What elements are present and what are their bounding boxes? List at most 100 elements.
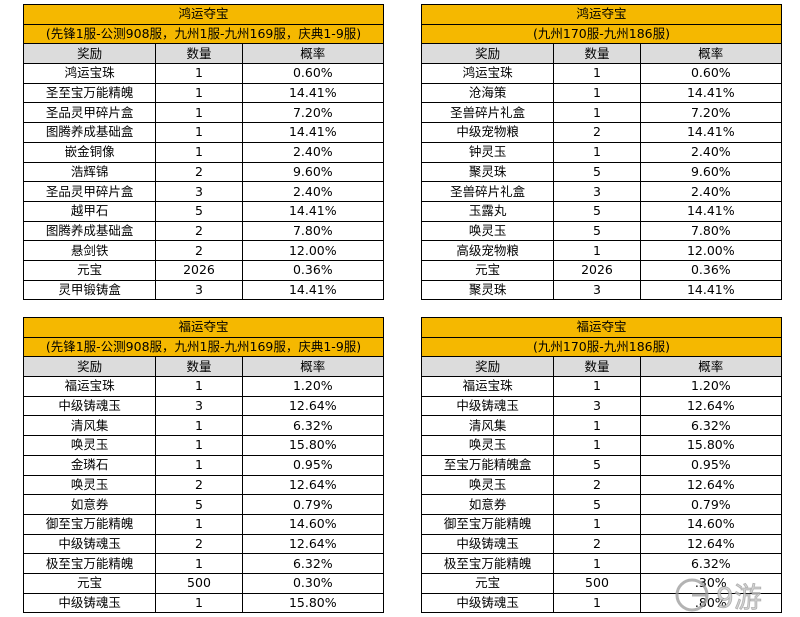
quantity-cell: 1 [553,415,641,437]
quantity-cell: 1 [155,592,243,614]
table-row: 至宝万能精魄盒 5 0.95% [420,454,783,476]
probability-cell: 0.95% [241,454,385,476]
table-row: 圣兽碎片礼盒 3 2.40% [420,181,783,202]
column-header-probability: 概率 [241,43,385,65]
quantity-cell: 1 [553,513,641,535]
reward-cell: 福运宝珠 [420,376,555,397]
reward-cell: 高级宠物粮 [420,240,555,261]
table-row: 玉露丸 5 14.41% [420,200,783,222]
table-row: 鸿运宝珠 1 0.60% [22,63,385,84]
table-row: 中级宠物粮 2 14.41% [420,122,783,143]
reward-cell: 至宝万能精魄盒 [420,454,555,476]
quantity-cell: 2 [553,474,641,496]
reward-cell: 御至宝万能精魄 [420,513,555,535]
table-row: 唤灵玉 5 7.80% [420,220,783,242]
reward-cell: 如意券 [22,494,157,515]
table-row: 钟灵玉 1 2.40% [420,141,783,163]
table-row: 灵甲锻铸盒 3 14.41% [22,279,385,301]
table-row: 中级铸魂玉 3 12.64% [22,395,385,417]
table-row: 越甲石 5 14.41% [22,200,385,222]
reward-cell: 圣品灵甲碎片盒 [22,181,157,202]
probability-cell: 14.41% [241,279,385,301]
quantity-cell: 3 [553,279,641,301]
table-row: 浩辉锦 2 9.60% [22,161,385,183]
probability-cell: 0.60% [241,63,385,84]
probability-cell: 0.36% [241,259,385,281]
probability-cell: 0.79% [639,494,783,515]
table-row: 唤灵玉 1 15.80% [420,435,783,456]
reward-cell: 玉露丸 [420,200,555,222]
column-header-reward: 奖励 [22,43,157,65]
probability-cell: 12.64% [241,474,385,496]
probability-cell: 12.00% [241,240,385,261]
reward-cell: 清风集 [22,415,157,437]
table-row: 高级宠物粮 1 12.00% [420,240,783,261]
probability-cell: 2.40% [241,141,385,163]
quantity-cell: 1 [553,435,641,456]
table-row: 唤灵玉 2 12.64% [22,474,385,496]
reward-cell: 图腾养成基础盒 [22,122,157,143]
reward-cell: 浩辉锦 [22,161,157,183]
quantity-cell: 1 [553,141,641,163]
table-row: 中级铸魂玉 1 15.80% [22,592,385,614]
reward-cell: 悬剑铁 [22,240,157,261]
quantity-cell: 5 [553,454,641,476]
reward-cell: 元宝 [420,259,555,281]
quantity-cell: 1 [155,553,243,574]
prize-table-hongyun-main: 鸿运夺宝 (先锋1服-公测908服，九州1服-九州169服，庆典1-9服) 奖励… [22,4,385,301]
quantity-cell: 5 [553,200,641,222]
quantity-cell: 2026 [553,259,641,281]
reward-cell: 聚灵珠 [420,279,555,301]
table-row: 唤灵玉 2 12.64% [420,474,783,496]
column-header-quantity: 数量 [553,43,641,65]
column-header-quantity: 数量 [155,356,243,378]
table-row: 御至宝万能精魄 1 14.60% [22,513,385,535]
table-row: 鸿运宝珠 1 0.60% [420,63,783,84]
table-row: 中级铸魂玉 3 12.64% [420,395,783,417]
probability-cell: 6.32% [639,415,783,437]
probability-cell: 7.80% [639,220,783,242]
quantity-cell: 2 [155,220,243,242]
reward-cell: 中级铸魂玉 [22,395,157,417]
quantity-cell: 1 [553,82,641,104]
reward-cell: 元宝 [22,572,157,594]
reward-cell: 灵甲锻铸盒 [22,279,157,301]
probability-cell: 0.36% [639,259,783,281]
quantity-cell: 1 [155,454,243,476]
probability-cell: 12.00% [639,240,783,261]
probability-cell: 14.41% [639,200,783,222]
reward-cell: 唤灵玉 [420,474,555,496]
table-row: 悬剑铁 2 12.00% [22,240,385,261]
table-row: 中级铸魂玉 2 12.64% [420,533,783,555]
quantity-cell: 3 [155,181,243,202]
reward-cell: 唤灵玉 [420,220,555,242]
probability-cell: 12.64% [639,533,783,555]
probability-cell: .30% [639,572,783,594]
probability-cell: 14.41% [241,122,385,143]
table-row: 如意券 5 0.79% [420,494,783,515]
column-header-quantity: 数量 [553,356,641,378]
table-row: 元宝 500 0.30% [22,572,385,594]
reward-cell: 圣兽碎片礼盒 [420,102,555,124]
reward-cell: 图腾养成基础盒 [22,220,157,242]
reward-cell: 唤灵玉 [420,435,555,456]
probability-cell: 12.64% [639,395,783,417]
quantity-cell: 5 [553,220,641,242]
probability-cell: 6.32% [639,553,783,574]
column-header-reward: 奖励 [22,356,157,378]
quantity-cell: 1 [155,82,243,104]
probability-cell: 14.41% [241,200,385,222]
reward-cell: 唤灵玉 [22,435,157,456]
quantity-cell: 1 [155,376,243,397]
column-header-reward: 奖励 [420,356,555,378]
table-row: 圣品灵甲碎片盒 1 7.20% [22,102,385,124]
probability-cell: 14.41% [241,82,385,104]
probability-cell: .80% [639,592,783,614]
table-row: 福运宝珠 1 1.20% [22,376,385,397]
probability-cell: 14.41% [639,82,783,104]
quantity-cell: 3 [155,395,243,417]
quantity-cell: 3 [155,279,243,301]
reward-cell: 元宝 [420,572,555,594]
quantity-cell: 1 [155,102,243,124]
quantity-cell: 1 [155,141,243,163]
